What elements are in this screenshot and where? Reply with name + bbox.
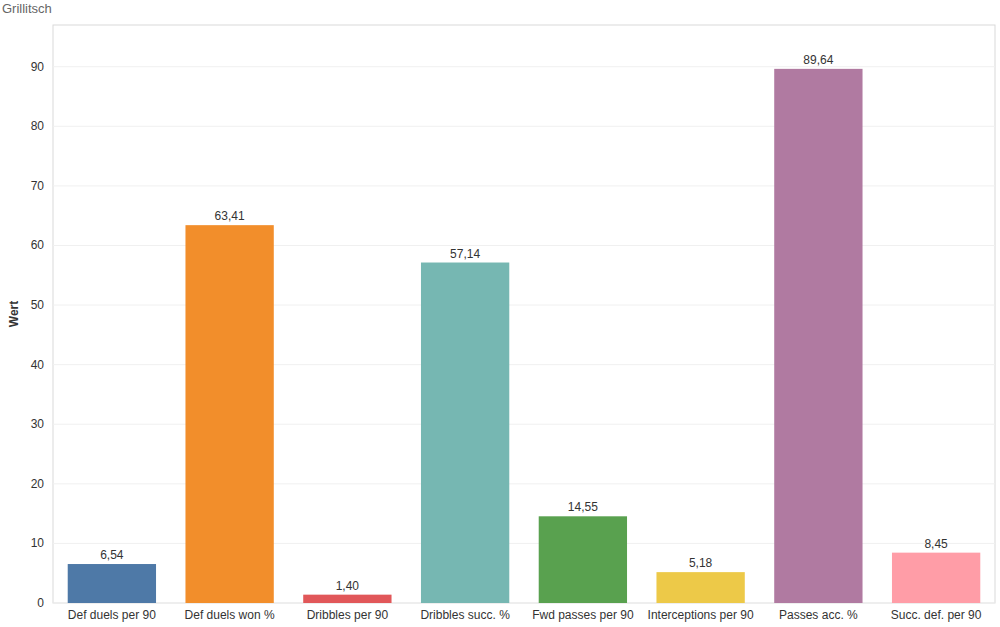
y-tick-label: 30 [31,417,45,431]
y-tick-label: 0 [37,596,44,610]
data-label: 14,55 [568,500,598,514]
bar [421,263,509,603]
y-tick-label: 90 [31,60,45,74]
y-tick-label: 40 [31,358,45,372]
data-label: 5,18 [689,556,713,570]
plot-frame [53,25,995,603]
y-tick-label: 80 [31,119,45,133]
bar [539,516,627,603]
x-tick-label: Def duels per 90 [68,608,156,622]
bar [185,225,273,603]
x-tick-label: Def duels won % [185,608,275,622]
x-tick-label: Interceptions per 90 [648,608,754,622]
data-label: 57,14 [450,247,480,261]
y-tick-label: 50 [31,298,45,312]
bar [892,553,980,603]
title: Grillitsch [2,1,52,16]
bar [303,595,391,603]
y-tick-label: 60 [31,238,45,252]
data-label: 8,45 [924,537,948,551]
bar [656,572,744,603]
data-label: 63,41 [215,209,245,223]
y-tick-label: 20 [31,477,45,491]
bar [68,564,156,603]
y-tick-label: 70 [31,179,45,193]
y-tick-label: 10 [31,536,45,550]
data-label: 6,54 [100,548,124,562]
data-label: 89,64 [803,53,833,67]
x-tick-label: Dribbles per 90 [307,608,389,622]
x-tick-label: Fwd passes per 90 [532,608,634,622]
bar [774,69,862,603]
bars [68,69,981,603]
grid-line [53,66,995,67]
y-axis-label: Wert [7,301,21,327]
x-tick-label: Dribbles succ. % [420,608,510,622]
x-tick-label: Passes acc. % [779,608,858,622]
chart: Grillitsch 0 10 20 30 40 50 60 70 80 90 Wert 6,54 Def… [0,0,1000,627]
data-label: 1,40 [336,579,360,593]
x-tick-label: Succ. def. per 90 [891,608,982,622]
